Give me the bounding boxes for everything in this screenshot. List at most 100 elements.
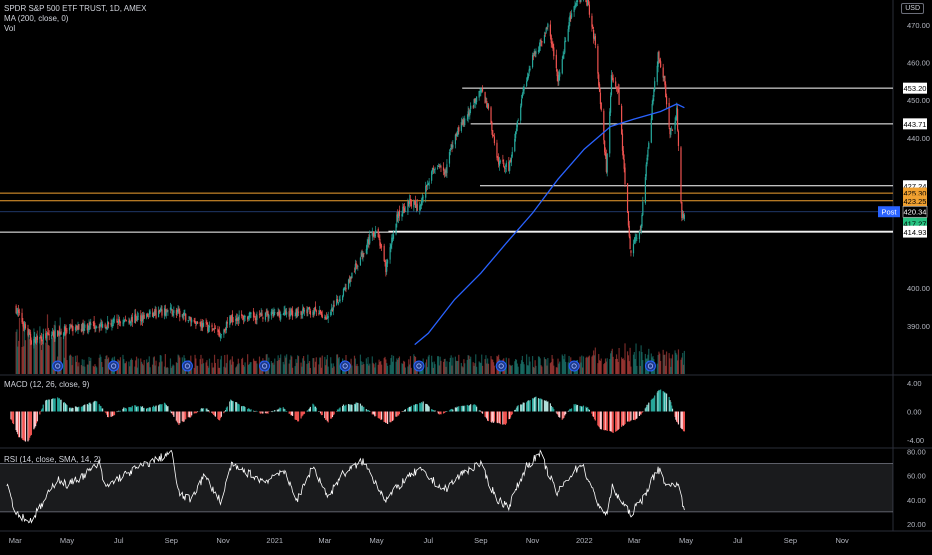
volume-bar	[555, 367, 557, 374]
macd-bar	[421, 403, 423, 412]
volume-bar	[324, 356, 326, 374]
macd-bar	[611, 411, 613, 433]
macd-bar	[112, 411, 114, 417]
macd-bar	[508, 411, 510, 420]
candle-body	[664, 75, 666, 85]
macd-bar	[647, 404, 649, 412]
macd-bar	[16, 411, 18, 433]
macd-bar	[564, 411, 566, 416]
volume-bar	[514, 361, 516, 374]
candle-body	[124, 320, 126, 322]
macd-bar	[161, 404, 163, 412]
candle-body	[183, 312, 185, 316]
candle-body	[29, 333, 32, 341]
volume-bar	[598, 360, 601, 374]
volume-bar	[231, 356, 233, 374]
candle-body	[342, 296, 344, 301]
volume-bar	[92, 365, 94, 374]
candle-body	[434, 168, 436, 170]
candle-body	[624, 167, 626, 185]
candle-body	[374, 234, 376, 237]
volume-bar	[664, 354, 666, 374]
volume-bar	[380, 360, 382, 374]
macd-bar	[265, 411, 267, 414]
macd-bar	[189, 411, 191, 418]
macd-bar	[645, 407, 647, 412]
candle-body	[254, 317, 256, 320]
volume-bar	[561, 354, 563, 374]
macd-bar	[451, 408, 453, 412]
macd-bar	[556, 411, 558, 415]
volume-bar	[616, 358, 618, 374]
macd-bar	[199, 410, 201, 412]
volume-bar	[107, 359, 109, 374]
macd-bar	[543, 400, 546, 412]
volume-bar	[59, 317, 61, 374]
volume-bar	[510, 365, 512, 374]
candle-body	[626, 183, 629, 213]
candle-body	[106, 326, 108, 328]
vol-legend[interactable]: Vol	[4, 24, 16, 33]
macd-bar	[439, 411, 441, 415]
macd-bar	[576, 404, 579, 412]
macd-bar	[520, 404, 522, 412]
volume-bar	[531, 356, 534, 374]
macd-bar	[124, 407, 127, 412]
candle-body	[682, 214, 685, 218]
candle-body	[467, 111, 469, 119]
volume-bar	[35, 338, 38, 374]
volume-bar	[442, 361, 445, 374]
ma-legend[interactable]: MA (200, close, 0)	[4, 14, 69, 23]
macd-bar	[280, 407, 282, 412]
candle-body	[656, 65, 658, 82]
macd-bar	[468, 405, 470, 412]
currency-button[interactable]: USD	[901, 3, 924, 14]
candle-body	[392, 234, 395, 239]
candle-body	[18, 312, 21, 313]
volume-bar	[176, 362, 178, 374]
candle-body	[628, 225, 630, 237]
candle-body	[415, 204, 417, 209]
volume-bar	[460, 362, 462, 374]
volume-bar	[476, 366, 478, 374]
candle-body	[76, 328, 78, 330]
candle-body	[241, 314, 243, 316]
candle-body	[464, 118, 466, 126]
macd-bar	[54, 398, 56, 412]
macd-bar	[516, 406, 518, 412]
volume-bar	[295, 359, 297, 374]
macd-bar	[212, 411, 214, 414]
volume-bar	[57, 334, 60, 374]
volume-bar	[141, 363, 144, 374]
volume-bar	[493, 365, 496, 374]
macd-legend[interactable]: MACD (12, 26, close, 9)	[4, 380, 90, 389]
volume-bar	[105, 355, 107, 374]
candle-body	[414, 200, 416, 202]
volume-bar	[369, 363, 371, 374]
macd-bar	[470, 404, 472, 412]
volume-bar	[553, 365, 555, 374]
candle-body	[123, 320, 125, 324]
macd-bar	[219, 411, 221, 421]
rsi-legend[interactable]: RSI (14, close, SMA, 14, 2)	[4, 455, 101, 464]
macd-bar	[324, 411, 326, 419]
candle-body	[599, 92, 602, 104]
volume-bar	[128, 361, 130, 374]
macd-bar	[670, 401, 672, 412]
candle-body	[568, 22, 570, 30]
macd-bar	[258, 411, 261, 413]
chart-legend: SPDR S&P 500 ETF TRUST, 1D, AMEX MA (200…	[4, 4, 146, 34]
macd-bar	[241, 406, 243, 412]
volume-bar	[642, 360, 644, 374]
macd-bar	[402, 411, 404, 412]
candle-body	[440, 166, 442, 168]
candle-body	[146, 313, 148, 318]
macd-bar	[610, 411, 613, 432]
candle-body	[93, 321, 95, 329]
ma200-line	[414, 103, 685, 346]
volume-bar	[330, 363, 333, 374]
macd-bar	[200, 408, 202, 412]
macd-bar	[378, 411, 380, 419]
